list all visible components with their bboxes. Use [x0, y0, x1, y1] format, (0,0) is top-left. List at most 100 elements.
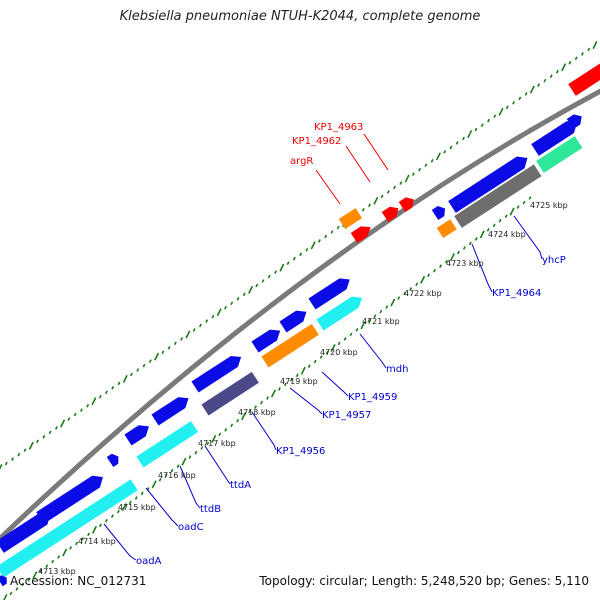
- major-tick: [60, 419, 66, 428]
- gene-feature[interactable]: [151, 393, 192, 426]
- gene-feature[interactable]: [191, 352, 244, 393]
- gene-feature[interactable]: [350, 222, 374, 244]
- minor-tick: [104, 518, 108, 523]
- gene-feature[interactable]: [261, 323, 319, 368]
- gene-feature[interactable]: [436, 219, 457, 239]
- minor-tick: [581, 52, 584, 56]
- leader-line: [363, 133, 389, 171]
- major-tick: [435, 152, 441, 161]
- major-tick: [390, 298, 396, 307]
- gene-feature[interactable]: [338, 208, 363, 230]
- gene-label: KP1_4964: [492, 288, 541, 299]
- major-tick: [0, 464, 3, 470]
- gene-feature[interactable]: [279, 306, 310, 333]
- gene-feature[interactable]: [308, 274, 353, 310]
- minor-tick: [380, 194, 384, 199]
- gene-label: KP1_4959: [348, 392, 397, 403]
- minor-tick: [415, 282, 419, 287]
- gene-feature[interactable]: [454, 164, 542, 228]
- scale-label: 4723 kbp: [446, 259, 484, 268]
- minor-tick: [224, 428, 228, 432]
- gene-feature[interactable]: [201, 371, 259, 416]
- minor-tick: [9, 591, 13, 596]
- minor-tick: [27, 578, 31, 582]
- minor-tick: [224, 305, 227, 310]
- major-tick: [122, 374, 128, 383]
- minor-tick: [504, 214, 508, 218]
- minor-tick: [158, 478, 162, 482]
- gene-feature[interactable]: [448, 152, 531, 213]
- gene-feature[interactable]: [251, 325, 283, 353]
- gene-feature[interactable]: [0, 573, 9, 587]
- minor-tick: [79, 408, 83, 412]
- minor-tick: [462, 246, 466, 250]
- minor-tick: [474, 127, 478, 132]
- gene-feature[interactable]: [431, 203, 449, 221]
- minor-tick: [81, 537, 84, 541]
- major-tick: [216, 308, 222, 317]
- gene-feature[interactable]: [106, 452, 122, 468]
- minor-tick: [198, 323, 202, 328]
- minor-tick: [180, 337, 184, 341]
- major-tick: [154, 352, 160, 361]
- gene-feature[interactable]: [124, 421, 152, 446]
- major-tick: [498, 107, 504, 116]
- minor-tick: [36, 439, 40, 444]
- minor-tick: [393, 185, 397, 190]
- leader-line: [321, 371, 349, 397]
- gene-feature[interactable]: [316, 292, 365, 331]
- minor-tick: [4, 461, 8, 466]
- scale-label: 4717 kbp: [198, 439, 236, 448]
- gene-feature[interactable]: [398, 194, 417, 213]
- gene-feature[interactable]: [36, 471, 107, 524]
- minor-tick: [367, 318, 371, 323]
- gene-feature[interactable]: [0, 479, 138, 578]
- minor-tick: [136, 368, 140, 372]
- minor-tick: [403, 291, 407, 296]
- minor-tick: [399, 181, 403, 185]
- gene-label: mdh: [386, 364, 408, 375]
- minor-tick: [355, 328, 359, 332]
- major-tick: [91, 525, 98, 534]
- minor-tick: [48, 430, 52, 435]
- minor-tick: [449, 145, 453, 150]
- gene-feature[interactable]: [566, 111, 585, 130]
- minor-tick: [337, 341, 341, 346]
- gene-feature[interactable]: [136, 421, 199, 468]
- gene-feature[interactable]: [381, 203, 402, 223]
- major-tick: [467, 130, 473, 139]
- minor-tick: [325, 350, 329, 355]
- minor-tick: [430, 158, 434, 163]
- leader-line: [315, 169, 341, 205]
- minor-tick: [274, 270, 278, 274]
- minor-tick: [373, 314, 377, 318]
- minor-tick: [87, 532, 90, 537]
- gene-feature[interactable]: [531, 117, 581, 156]
- scale-label: 4716 kbp: [158, 471, 196, 480]
- minor-tick: [289, 378, 293, 382]
- minor-tick: [277, 387, 281, 391]
- gene-label: argR: [290, 156, 313, 167]
- minor-tick: [292, 256, 296, 261]
- leader-line: [513, 215, 543, 260]
- minor-tick: [111, 386, 115, 390]
- gene-feature[interactable]: [536, 136, 583, 173]
- minor-tick: [230, 423, 234, 428]
- minor-tick: [427, 273, 431, 278]
- minor-tick: [188, 455, 192, 459]
- scale-label: 4722 kbp: [404, 289, 442, 298]
- minor-tick: [505, 105, 509, 110]
- minor-tick: [73, 412, 77, 417]
- minor-tick: [45, 564, 49, 568]
- minor-tick: [324, 234, 328, 239]
- scale-label: 4714 kbp: [78, 537, 116, 546]
- minor-tick: [206, 441, 210, 446]
- major-tick: [248, 285, 254, 294]
- minor-tick: [110, 514, 114, 518]
- minor-tick: [424, 163, 428, 168]
- gene-feature[interactable]: [568, 59, 600, 96]
- minor-tick: [492, 223, 496, 228]
- minor-tick: [236, 418, 240, 423]
- gene-feature[interactable]: [0, 508, 54, 553]
